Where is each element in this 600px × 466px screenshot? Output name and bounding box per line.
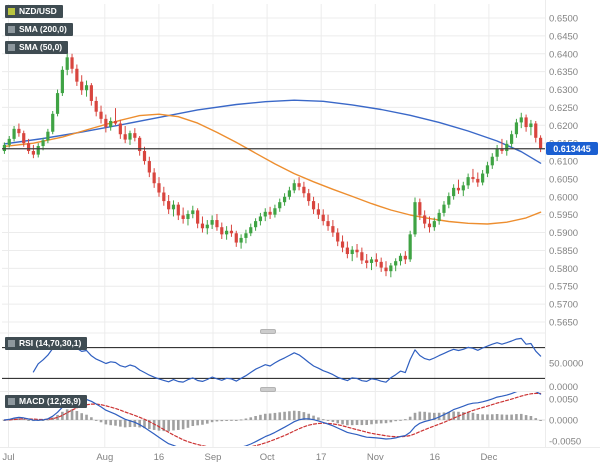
rsi-panel <box>2 337 545 383</box>
macd-axis-label: 0.0050 <box>549 395 578 406</box>
rsi-label: RSI (14,70,30,1) <box>19 338 82 348</box>
rsi-axis-label: 50.0000 <box>549 358 583 369</box>
time-tick-label: Sep <box>205 452 222 463</box>
candlestick-series[interactable] <box>2 50 543 278</box>
price-tick-label: 0.6200 <box>549 121 578 132</box>
price-tick-label: 0.6300 <box>549 85 578 96</box>
current-price-badge: 0.613445 <box>546 142 598 156</box>
sma50-badge[interactable]: SMA (50,0) <box>5 41 69 55</box>
price-tick-label: 0.6000 <box>549 192 578 203</box>
time-tick-label: Dec <box>480 452 497 463</box>
time-tick-label: 17 <box>316 452 327 463</box>
sma200-badge[interactable]: SMA (200,0) <box>5 23 73 37</box>
panel-resize-handle[interactable] <box>260 387 276 392</box>
price-tick-label: 0.5700 <box>549 300 578 311</box>
symbol-color-chip <box>8 8 15 16</box>
sma50-label: SMA (50,0) <box>19 42 63 52</box>
price-tick-label: 0.5800 <box>549 264 578 275</box>
macd-axis: 0.0050 0.0000 -0.0050 <box>549 395 581 448</box>
sma200-color-chip <box>8 26 15 34</box>
time-axis[interactable]: Jul Aug 16 Sep Oct 17 Nov 16 Dec <box>2 452 497 463</box>
price-tick-label: 0.5900 <box>549 228 578 239</box>
price-tick-label: 0.5750 <box>549 282 578 293</box>
price-tick-label: 0.6500 <box>549 14 578 25</box>
rsi-color-chip <box>8 340 15 348</box>
macd-axis-label: -0.0050 <box>549 437 581 448</box>
macd-axis-label: 0.0000 <box>549 416 578 427</box>
sma200-label: SMA (200,0) <box>19 24 67 34</box>
price-tick-label: 0.5850 <box>549 246 578 257</box>
sma-overlays <box>3 99 542 225</box>
panel-resize-handle[interactable] <box>260 329 276 334</box>
rsi-badge[interactable]: RSI (14,70,30,1) <box>5 337 88 351</box>
price-tick-label: 0.6050 <box>549 174 578 185</box>
macd-panel <box>2 392 545 446</box>
time-tick-label: Oct <box>260 452 275 463</box>
time-tick-label: Jul <box>2 452 14 463</box>
macd-badge[interactable]: MACD (12,26,9) <box>5 395 87 409</box>
gridlines <box>0 0 600 448</box>
time-tick-label: Aug <box>96 452 113 463</box>
time-tick-label: 16 <box>430 452 441 463</box>
price-tick-label: 0.5950 <box>549 210 578 221</box>
price-tick-label: 0.5650 <box>549 317 578 328</box>
price-axis[interactable]: 0.6500 0.6450 0.6400 0.6350 0.6300 0.6250 0.62… <box>549 14 578 329</box>
price-tick-label: 0.6450 <box>549 31 578 42</box>
sma50-color-chip <box>8 44 15 52</box>
price-tick-label: 0.6350 <box>549 67 578 78</box>
rsi-axis: 50.0000 0.0000 <box>549 358 583 393</box>
rsi-axis-label: 0.0000 <box>549 382 578 393</box>
price-tick-label: 0.6250 <box>549 103 578 114</box>
symbol-label: NZD/USD <box>19 6 57 16</box>
symbol-badge[interactable]: NZD/USD <box>5 5 63 19</box>
price-tick-label: 0.6100 <box>549 157 578 168</box>
time-tick-label: 16 <box>154 452 165 463</box>
price-tick-label: 0.6400 <box>549 49 578 60</box>
macd-color-chip <box>8 398 15 406</box>
time-tick-label: Nov <box>367 452 384 463</box>
macd-label: MACD (12,26,9) <box>19 396 81 406</box>
